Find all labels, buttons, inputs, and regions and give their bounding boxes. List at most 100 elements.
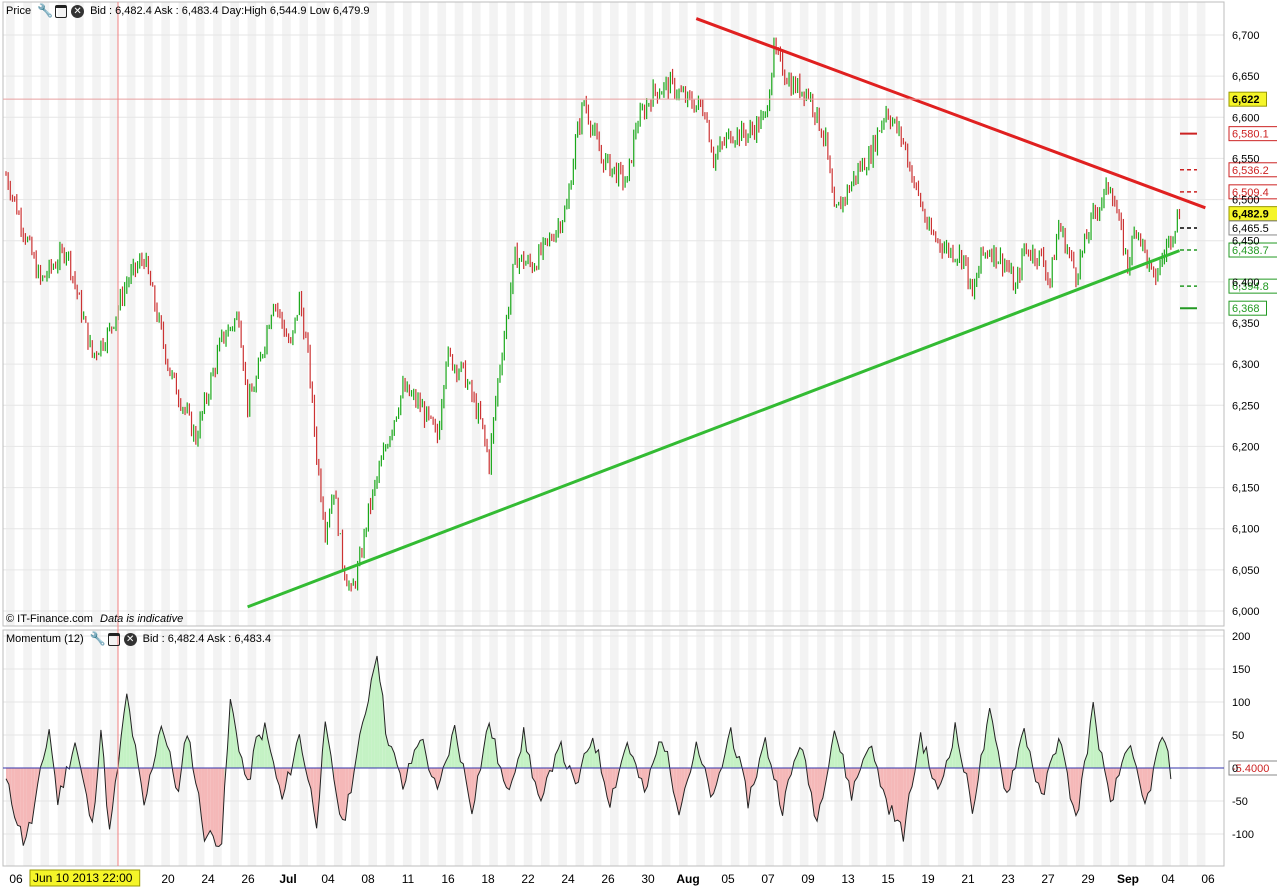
day-band — [575, 2, 585, 626]
momentum-fill — [1110, 768, 1114, 802]
momentum-fill — [1070, 768, 1074, 806]
day-band — [437, 630, 447, 866]
close-icon[interactable]: ✕ — [123, 632, 137, 646]
day-band — [799, 630, 809, 866]
momentum-y-tick-label: 0 — [1232, 763, 1238, 775]
wrench-icon[interactable]: 🔧 — [89, 631, 106, 646]
momentum-fill — [796, 747, 800, 768]
momentum-fill — [331, 755, 334, 780]
day-band — [1075, 2, 1085, 626]
momentum-fill — [696, 741, 700, 768]
momentum-fill — [388, 745, 392, 768]
x-tick-label: 21 — [961, 872, 975, 886]
day-band — [799, 2, 809, 626]
day-band — [937, 2, 947, 626]
momentum-fill — [187, 736, 191, 768]
price-panel-frame — [2, 1, 1225, 627]
momentum-fill — [1139, 768, 1143, 796]
momentum-fill — [86, 768, 90, 816]
momentum-fill — [779, 768, 783, 816]
momentum-fill — [658, 741, 662, 768]
momentum-fill — [952, 722, 956, 768]
day-band — [1075, 630, 1085, 866]
momentum-fill — [630, 753, 634, 768]
momentum-fill — [641, 768, 645, 792]
momentum-fill — [339, 768, 343, 820]
momentum-fill — [451, 725, 455, 768]
momentum-fill — [434, 768, 438, 789]
day-band — [57, 2, 67, 626]
momentum-fill — [348, 768, 352, 795]
momentum-fill — [750, 768, 754, 788]
momentum-fill — [31, 768, 35, 824]
momentum-fill — [811, 768, 815, 816]
x-tick-label: 16 — [441, 872, 455, 886]
day-band — [920, 630, 930, 866]
momentum-fill — [382, 695, 386, 768]
day-band — [40, 630, 50, 866]
momentum-fill — [840, 751, 843, 768]
day-band — [333, 630, 343, 866]
price-y-tick-label: 6,450 — [1232, 236, 1260, 248]
day-band — [316, 2, 326, 626]
price-level-label: 6,438.7 — [1232, 245, 1269, 257]
momentum-fill — [1098, 749, 1102, 768]
x-tick-label: 29 — [1081, 872, 1095, 886]
day-band — [1127, 2, 1137, 626]
momentum-fill — [1159, 737, 1163, 768]
momentum-fill — [1124, 749, 1128, 768]
resistance-trendline — [695, 17, 1206, 210]
window-icon[interactable] — [107, 632, 120, 646]
momentum-fill — [374, 655, 378, 768]
x-tick-label: 30 — [641, 872, 655, 886]
momentum-fill — [431, 768, 435, 779]
momentum-fill — [342, 768, 346, 821]
day-band — [351, 630, 360, 866]
momentum-fill — [707, 768, 711, 797]
day-band — [851, 630, 861, 866]
day-band — [851, 2, 861, 626]
momentum-fill — [903, 768, 907, 842]
momentum-fill — [992, 721, 996, 768]
momentum-fill — [1075, 768, 1079, 816]
momentum-fill — [906, 768, 910, 816]
close-icon[interactable]: ✕ — [71, 4, 85, 18]
price-y-tick-label: 6,600 — [1232, 112, 1260, 124]
momentum-fill — [244, 768, 248, 780]
momentum-fill — [538, 768, 541, 801]
momentum-fill — [509, 768, 513, 790]
price-y-tick-label: 6,550 — [1232, 153, 1260, 165]
day-band — [420, 2, 429, 626]
day-band — [264, 2, 274, 626]
day-band — [75, 2, 84, 626]
momentum-fill — [1147, 768, 1151, 794]
day-band — [385, 2, 395, 626]
day-band — [195, 630, 205, 866]
momentum-fill — [661, 742, 665, 768]
momentum-fill — [126, 693, 130, 768]
window-icon[interactable] — [55, 4, 68, 18]
momentum-fill — [256, 735, 260, 768]
day-band — [937, 630, 947, 866]
momentum-fill — [83, 768, 87, 795]
momentum-fill — [624, 742, 628, 768]
momentum-fill — [325, 721, 329, 768]
day-band — [592, 2, 602, 626]
price-y-tick-label: 6,300 — [1232, 359, 1260, 371]
day-band — [402, 2, 412, 626]
price-y-tick-label: 6,000 — [1232, 606, 1260, 618]
day-band — [1110, 630, 1120, 866]
momentum-fill — [109, 768, 113, 830]
momentum-fill — [886, 768, 889, 815]
price-y-tick-label: 6,500 — [1232, 195, 1260, 207]
x-tick-label: 15 — [881, 872, 895, 886]
momentum-y-tick-label: 150 — [1232, 664, 1250, 676]
day-band — [972, 630, 982, 866]
day-band — [368, 2, 378, 626]
momentum-fill — [345, 768, 349, 821]
momentum-fill — [607, 768, 610, 808]
momentum-fill — [405, 763, 409, 781]
wrench-icon[interactable]: 🔧 — [37, 3, 54, 18]
momentum-fill — [359, 722, 363, 768]
